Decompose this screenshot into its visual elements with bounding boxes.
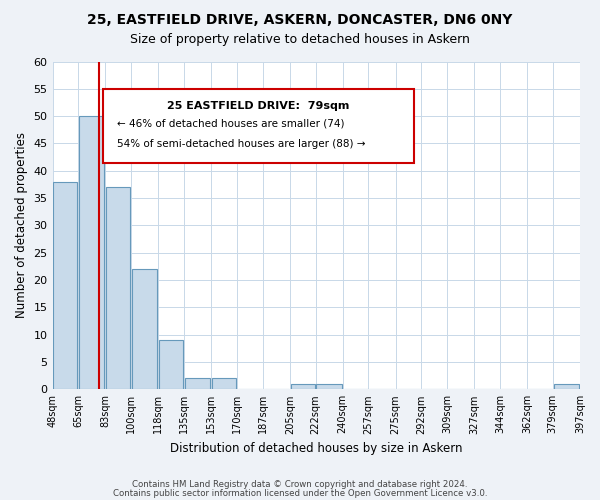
Text: 54% of semi-detached houses are larger (88) →: 54% of semi-detached houses are larger (… xyxy=(117,138,365,148)
FancyBboxPatch shape xyxy=(103,90,414,163)
Bar xyxy=(79,116,104,390)
Text: 25 EASTFIELD DRIVE:  79sqm: 25 EASTFIELD DRIVE: 79sqm xyxy=(167,102,349,112)
Text: ← 46% of detached houses are smaller (74): ← 46% of detached houses are smaller (74… xyxy=(117,119,344,129)
X-axis label: Distribution of detached houses by size in Askern: Distribution of detached houses by size … xyxy=(170,442,463,455)
Bar xyxy=(159,340,183,390)
Bar xyxy=(212,378,236,390)
Text: Contains HM Land Registry data © Crown copyright and database right 2024.: Contains HM Land Registry data © Crown c… xyxy=(132,480,468,489)
Bar xyxy=(185,378,210,390)
Bar xyxy=(53,182,77,390)
Bar xyxy=(132,269,157,390)
Bar xyxy=(316,384,342,390)
Y-axis label: Number of detached properties: Number of detached properties xyxy=(15,132,28,318)
Text: 25, EASTFIELD DRIVE, ASKERN, DONCASTER, DN6 0NY: 25, EASTFIELD DRIVE, ASKERN, DONCASTER, … xyxy=(88,12,512,26)
Text: Size of property relative to detached houses in Askern: Size of property relative to detached ho… xyxy=(130,32,470,46)
Text: Contains public sector information licensed under the Open Government Licence v3: Contains public sector information licen… xyxy=(113,489,487,498)
Bar xyxy=(554,384,579,390)
Bar xyxy=(291,384,314,390)
Bar xyxy=(106,187,130,390)
